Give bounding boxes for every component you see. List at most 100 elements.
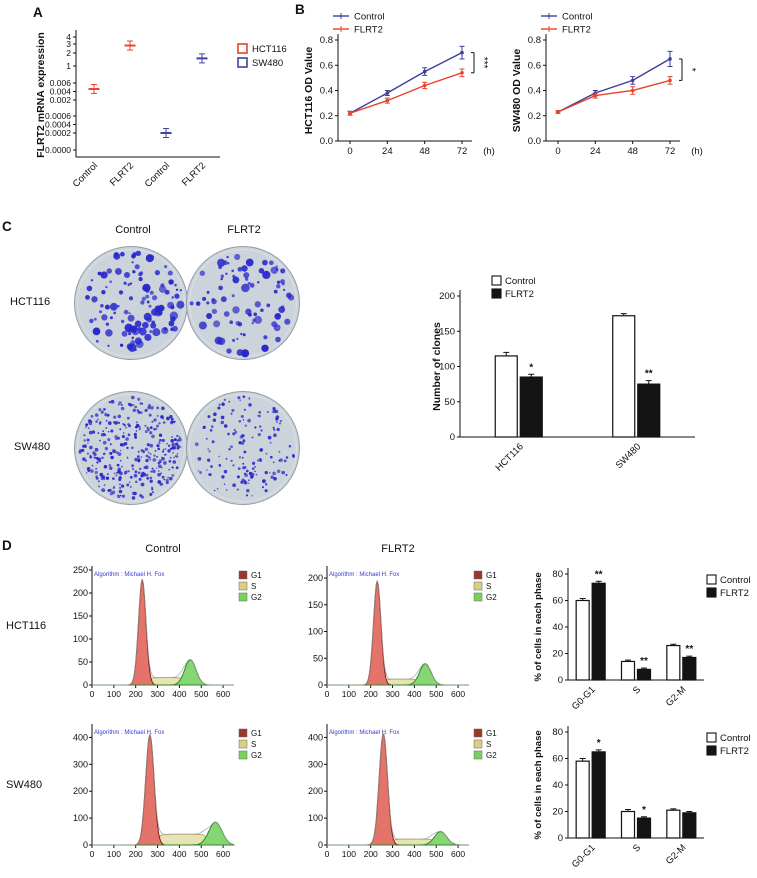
svg-text:FLRT2: FLRT2: [720, 746, 749, 757]
svg-text:72: 72: [457, 146, 468, 157]
svg-text:0.0004: 0.0004: [45, 120, 71, 130]
svg-text:0.0: 0.0: [320, 136, 333, 147]
svg-text:200: 200: [308, 786, 323, 796]
svg-text:500: 500: [429, 689, 443, 699]
svg-text:150: 150: [73, 611, 88, 621]
svg-text:**: **: [595, 569, 603, 580]
svg-text:0: 0: [555, 146, 560, 157]
svg-text:50: 50: [313, 653, 323, 663]
svg-text:0: 0: [90, 849, 95, 859]
svg-text:40: 40: [552, 622, 563, 633]
panelc-col-header-control: Control: [115, 224, 151, 236]
svg-text:S: S: [486, 740, 491, 749]
svg-text:200: 200: [364, 849, 378, 859]
svg-text:FLRT2: FLRT2: [505, 289, 534, 300]
svg-text:300: 300: [385, 689, 399, 699]
svg-text:G1: G1: [251, 571, 262, 580]
svg-text:0.0: 0.0: [528, 136, 541, 147]
svg-text:*: *: [597, 738, 601, 749]
svg-text:300: 300: [308, 759, 323, 769]
svg-text:100: 100: [342, 689, 356, 699]
svg-text:600: 600: [451, 849, 465, 859]
svg-text:Number of clones: Number of clones: [431, 322, 443, 411]
svg-text:2: 2: [66, 48, 71, 58]
svg-text:0.2: 0.2: [320, 111, 333, 122]
svg-text:Control: Control: [505, 276, 536, 287]
svg-text:100: 100: [308, 813, 323, 823]
svg-text:1: 1: [66, 61, 71, 71]
paneld-row-header-hct116: HCT116: [6, 620, 47, 632]
svg-text:0: 0: [325, 689, 330, 699]
svg-text:0: 0: [318, 680, 323, 690]
paneld-row-header-sw480: SW480: [6, 779, 43, 791]
svg-text:400: 400: [172, 689, 186, 699]
svg-text:0.4: 0.4: [320, 86, 333, 97]
svg-text:250: 250: [73, 565, 88, 575]
svg-text:FLRT2: FLRT2: [108, 160, 136, 188]
svg-text:Control: Control: [562, 12, 593, 23]
svg-text:0.002: 0.002: [50, 95, 72, 105]
svg-text:Control: Control: [143, 160, 172, 189]
svg-text:24: 24: [590, 146, 601, 157]
svg-text:600: 600: [216, 689, 230, 699]
svg-text:400: 400: [407, 689, 421, 699]
svg-text:FLRT2 mRNA expression: FLRT2 mRNA expression: [35, 32, 47, 158]
svg-text:0: 0: [450, 432, 455, 443]
svg-text:0: 0: [325, 849, 330, 859]
svg-text:48: 48: [627, 146, 638, 157]
svg-text:Control: Control: [720, 733, 751, 744]
svg-text:Algorithm : Michael H. Fox: Algorithm : Michael H. Fox: [94, 572, 164, 578]
svg-text:FLRT2: FLRT2: [562, 25, 591, 36]
panelc-col-header-flrt2: FLRT2: [227, 224, 261, 236]
svg-text:G2: G2: [251, 751, 262, 760]
svg-text:G1: G1: [486, 571, 497, 580]
svg-text:400: 400: [73, 732, 88, 742]
svg-text:S: S: [486, 582, 491, 591]
svg-text:*: *: [686, 68, 697, 72]
svg-text:G1: G1: [486, 729, 497, 738]
svg-text:400: 400: [308, 732, 323, 742]
svg-text:0.8: 0.8: [528, 35, 541, 46]
svg-text:200: 200: [364, 689, 378, 699]
svg-text:0.2: 0.2: [528, 111, 541, 122]
svg-text:50: 50: [444, 397, 455, 408]
svg-text:100: 100: [73, 813, 88, 823]
svg-text:48: 48: [419, 146, 430, 157]
svg-text:G2: G2: [251, 593, 262, 602]
svg-text:(h): (h): [691, 146, 703, 157]
svg-text:G2-M: G2-M: [664, 684, 689, 709]
svg-text:SW480: SW480: [614, 441, 644, 471]
svg-text:Algorithm : Michael H. Fox: Algorithm : Michael H. Fox: [329, 730, 399, 736]
svg-text:0.0002: 0.0002: [45, 128, 71, 138]
svg-text:HCT116: HCT116: [494, 441, 526, 473]
svg-text:100: 100: [107, 849, 121, 859]
svg-text:200: 200: [73, 786, 88, 796]
svg-text:SW480: SW480: [252, 58, 283, 69]
svg-text:300: 300: [385, 849, 399, 859]
svg-text:G2: G2: [486, 751, 497, 760]
svg-text:HCT116 OD Value: HCT116 OD Value: [303, 47, 315, 135]
svg-text:FLRT2: FLRT2: [354, 25, 383, 36]
panelc-row-header-sw480: SW480: [14, 441, 51, 453]
svg-text:200: 200: [129, 689, 143, 699]
svg-text:0: 0: [90, 689, 95, 699]
svg-text:400: 400: [407, 849, 421, 859]
svg-text:60: 60: [552, 754, 563, 765]
svg-text:0: 0: [83, 680, 88, 690]
svg-text:0: 0: [558, 833, 563, 844]
svg-text:FLRT2: FLRT2: [180, 160, 208, 188]
svg-text:Control: Control: [354, 12, 385, 23]
svg-text:20: 20: [552, 807, 563, 818]
svg-text:0.006: 0.006: [50, 78, 72, 88]
svg-text:Control: Control: [720, 575, 751, 586]
svg-text:S: S: [251, 582, 256, 591]
svg-text:S: S: [631, 842, 643, 854]
svg-text:0: 0: [318, 840, 323, 850]
svg-text:***: ***: [478, 57, 489, 69]
svg-text:0.6: 0.6: [528, 60, 541, 71]
svg-text:60: 60: [552, 596, 563, 607]
svg-text:200: 200: [439, 291, 455, 302]
svg-text:100: 100: [342, 849, 356, 859]
svg-text:200: 200: [73, 588, 88, 598]
